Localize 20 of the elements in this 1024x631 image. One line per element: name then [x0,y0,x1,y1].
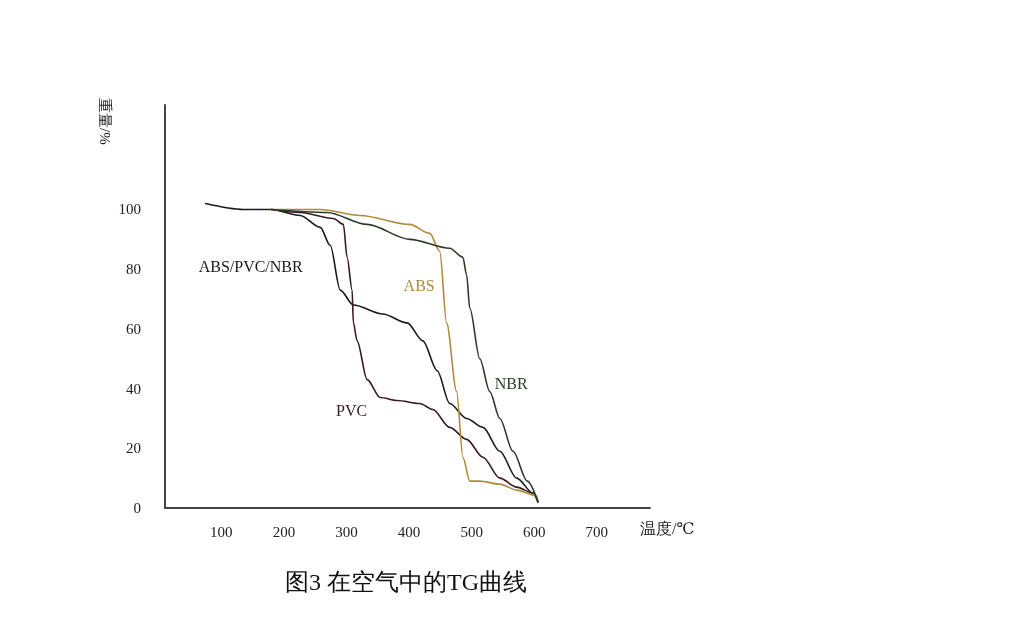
series-label: NBR [494,375,529,393]
x-axis-title: 温度/℃ [640,519,695,537]
x-tick-label: 300 [335,523,358,540]
y-axis-title: 重量/% [96,98,113,145]
y-tick-label: 40 [126,380,141,397]
x-tick-label: 700 [585,523,609,540]
series-label: ABS/PVC/NBR [198,258,304,276]
y-tick-label: 80 [126,261,141,278]
y-tick-label: 0 [133,500,141,516]
x-tick-label: 500 [460,523,483,540]
x-tick-label: 200 [272,523,296,540]
series-label: PVC [336,402,368,420]
y-tick-label: 20 [126,440,141,457]
y-tick-label: 60 [126,320,141,337]
y-tick-label: 100 [118,201,141,218]
series-label: ABS [403,276,435,294]
x-tick-label: 400 [397,523,421,540]
text: 图3 在空气中的TG曲线 [285,569,527,595]
x-tick-label: 100 [210,523,233,540]
x-tick-label: 600 [522,523,546,540]
